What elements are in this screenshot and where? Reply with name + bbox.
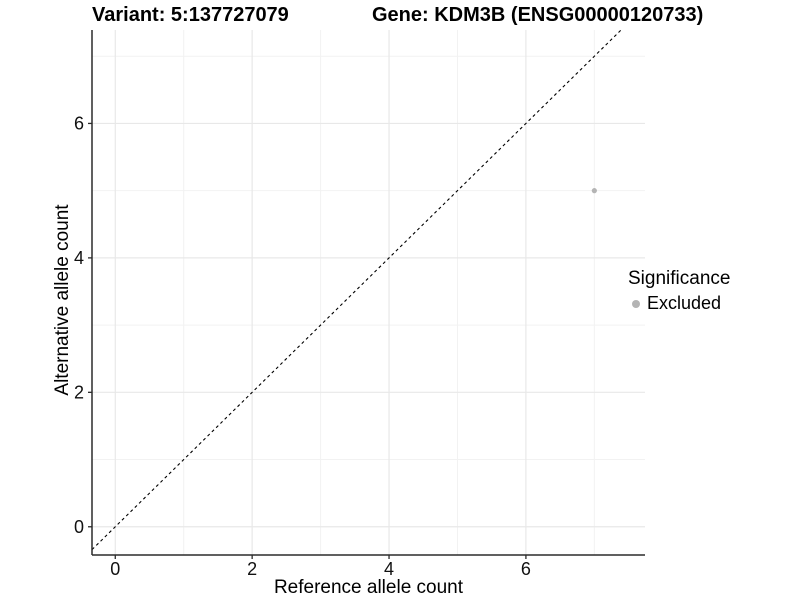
plot-title-gene: Gene: KDM3B (ENSG00000120733) [372, 4, 704, 26]
y-axis-title: Alternative allele count [52, 204, 73, 396]
x-tick-label: 2 [247, 559, 257, 579]
y-tick-label: 4 [74, 248, 84, 268]
y-tick-label: 0 [74, 517, 84, 537]
x-tick-label: 6 [521, 559, 531, 579]
y-tick-label: 2 [74, 382, 84, 402]
plot-title-variant: Variant: 5:137727079 [92, 4, 289, 26]
legend-item-label: Excluded [647, 293, 722, 313]
identity-reference-line [91, 29, 622, 551]
x-tick-label: 0 [110, 559, 120, 579]
x-tick-label: 4 [384, 559, 394, 579]
legend-item-excluded: Excluded [628, 293, 730, 314]
x-axis-title: Reference allele count [273, 577, 464, 598]
legend-title: Significance [628, 268, 731, 289]
legend-key-dot-icon [632, 299, 640, 308]
y-tick-label: 6 [74, 113, 84, 133]
data-point [591, 188, 597, 194]
legend: Significance Excluded [628, 268, 730, 314]
